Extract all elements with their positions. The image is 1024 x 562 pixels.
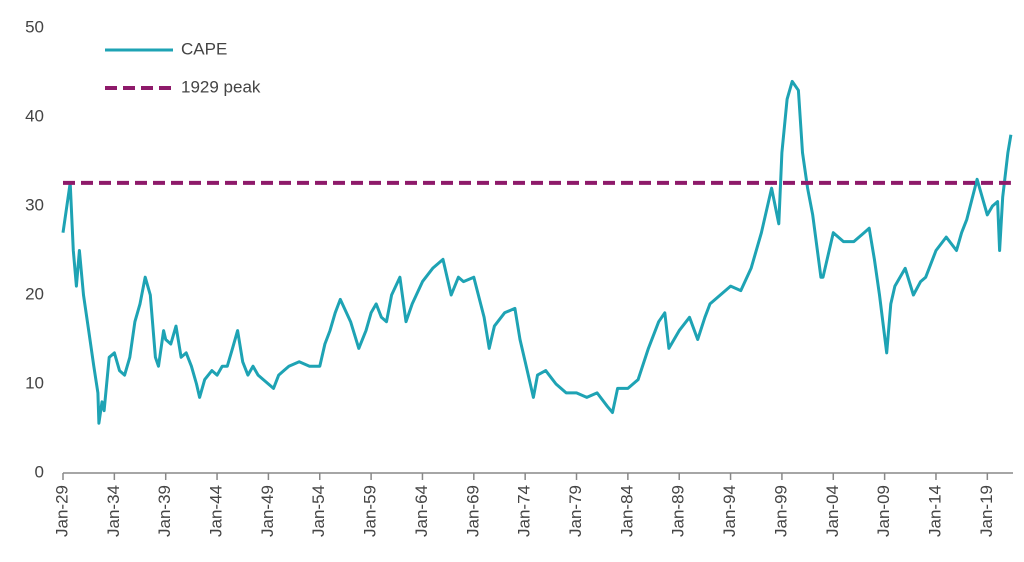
y-tick-label: 0 [35, 462, 44, 481]
line [61, 79, 1013, 425]
x-tick-label: Jan-79 [566, 485, 585, 537]
x-tick-label: Jan-64 [412, 485, 431, 537]
x-tick-label: Jan-59 [361, 485, 380, 537]
x-tick-label: Jan-19 [977, 485, 996, 537]
legend-label: CAPE [181, 39, 227, 58]
x-tick-label: Jan-34 [104, 485, 123, 537]
x-tick-label: Jan-54 [309, 485, 328, 537]
x-tick-label: Jan-09 [874, 485, 893, 537]
y-tick-label: 10 [25, 373, 44, 392]
x-tick-label: Jan-69 [463, 485, 482, 537]
x-tick-label: Jan-84 [617, 485, 636, 537]
x-tick-label: Jan-14 [925, 485, 944, 537]
y-tick-label: 50 [25, 17, 44, 36]
legend-label: 1929 peak [181, 77, 261, 96]
x-tick-label: Jan-94 [720, 485, 739, 537]
x-tick-label: Jan-04 [823, 485, 842, 537]
y-tick-label: 30 [25, 195, 44, 214]
x-tick-label: Jan-29 [52, 485, 71, 537]
x-tick-label: Jan-44 [207, 485, 226, 537]
x-tick-label: Jan-89 [669, 485, 688, 537]
x-tick-label: Jan-74 [515, 485, 534, 537]
y-tick-label: 20 [25, 284, 44, 303]
y-tick-label: 40 [25, 106, 44, 125]
x-tick-label: Jan-39 [155, 485, 174, 537]
x-tick-label: Jan-49 [258, 485, 277, 537]
x-tick-label: Jan-99 [771, 485, 790, 537]
